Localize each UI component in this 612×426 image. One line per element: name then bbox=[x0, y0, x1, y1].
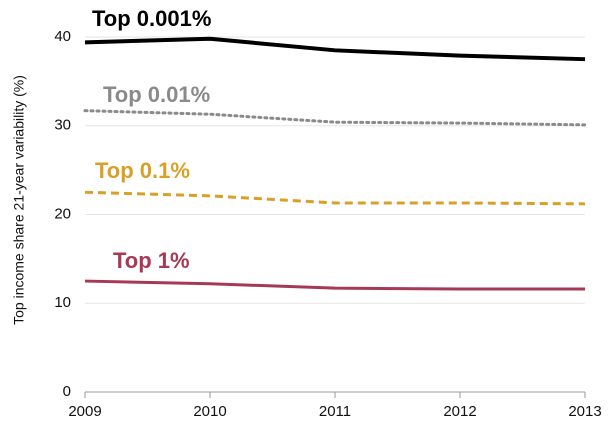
series-line bbox=[84, 279, 585, 291]
x-tick-label: 2010 bbox=[193, 403, 226, 420]
x-tick-label: 2011 bbox=[319, 403, 351, 420]
series-line bbox=[84, 36, 586, 62]
x-tick-label: 2013 bbox=[568, 403, 601, 420]
y-tick-label: 0 bbox=[63, 383, 71, 400]
series-label: Top 1% bbox=[113, 248, 190, 273]
y-tick-label: 20 bbox=[54, 205, 71, 222]
x-tick-label: 2012 bbox=[443, 403, 476, 420]
y-tick-label: 30 bbox=[54, 117, 71, 134]
series-label: Top 0.01% bbox=[103, 82, 210, 107]
x-tick-label: 2009 bbox=[68, 403, 101, 420]
series-line bbox=[84, 190, 586, 206]
y-tick-label: 40 bbox=[54, 28, 71, 45]
y-tick-label: 10 bbox=[54, 294, 71, 311]
series-label: Top 0.001% bbox=[92, 6, 211, 31]
y-axis-label: Top income share 21-year variability (%) bbox=[11, 75, 27, 325]
series-label: Top 0.1% bbox=[95, 158, 190, 183]
series-line bbox=[83, 109, 587, 127]
